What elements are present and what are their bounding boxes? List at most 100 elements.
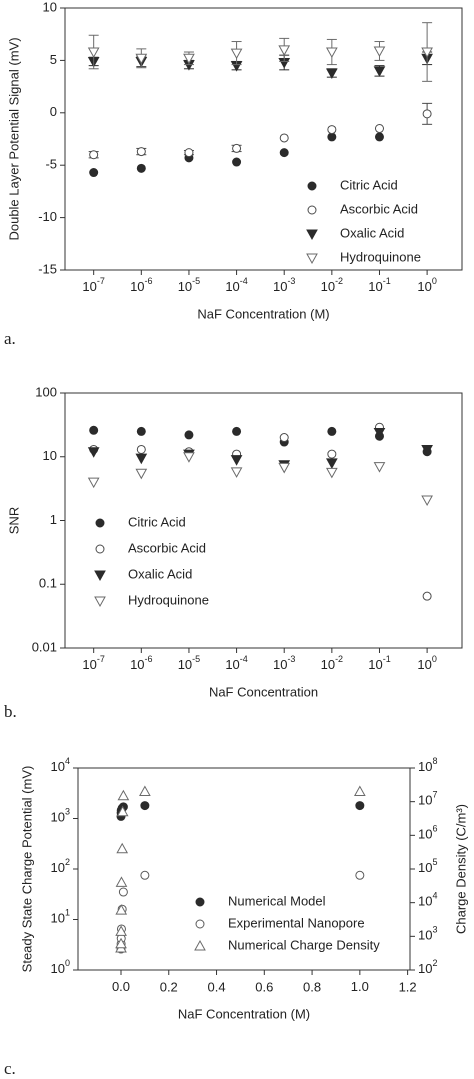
x-tick-label-base: 1.0 [351, 979, 369, 994]
x-tick-label: 10-2 [321, 654, 343, 672]
plot-frame [64, 392, 463, 649]
marker [183, 452, 195, 463]
y-tick-label: 10 [43, 0, 57, 14]
x-tick-label-exponent: -7 [97, 654, 105, 664]
x-tick-label-base: 10 [225, 279, 239, 294]
x-tick-label-base: 10 [417, 279, 431, 294]
marker [87, 477, 100, 489]
y2-tick-label: 107 [418, 790, 437, 808]
marker [373, 46, 386, 57]
y2-tick-label-base: 10 [418, 860, 432, 875]
x-tick-label-exponent: -5 [192, 654, 200, 664]
marker [184, 148, 194, 158]
x-tick-label-exponent: -3 [287, 276, 295, 286]
y2-tick-label-base: 10 [418, 928, 432, 943]
x-tick-label-base: 10 [82, 657, 96, 672]
legend-marker [194, 939, 206, 951]
marker [374, 132, 384, 142]
marker [279, 133, 289, 143]
x-tick-label-base: 10 [178, 279, 192, 294]
x-tick-label-base: 0.0 [112, 979, 130, 994]
marker [279, 433, 289, 443]
y-tick-label: 1 [50, 512, 57, 527]
x-tick-label-base: 10 [368, 279, 382, 294]
x-tick-label: 100 [417, 654, 436, 672]
marker [230, 48, 243, 60]
marker [373, 428, 386, 439]
x-tick-label: 10-6 [130, 276, 152, 294]
y-tick-label: 101 [51, 908, 70, 926]
y-tick-label: 0.01 [32, 639, 57, 654]
legend-marker [306, 229, 318, 241]
marker [135, 468, 148, 480]
x-tick-label: 1.0 [351, 979, 369, 994]
legend-label: Ascorbic Acid [128, 540, 206, 555]
y2-tick-label: 104 [418, 891, 437, 909]
marker [136, 426, 146, 436]
y2-tick-label-base: 10 [418, 793, 432, 808]
marker [232, 157, 242, 167]
marker [353, 785, 366, 797]
x-tick-label: 10-4 [225, 276, 247, 294]
marker [421, 495, 433, 506]
x-tick-label-exponent: -1 [383, 654, 391, 664]
y2-tick-label-base: 10 [418, 961, 432, 976]
y-tick-label-base: 10 [51, 759, 65, 774]
y-tick-label: -5 [45, 157, 57, 172]
legend-label: Oxalic Acid [340, 225, 404, 240]
x-tick-label-exponent: 0 [432, 276, 437, 286]
x-tick-label-exponent: -2 [335, 654, 343, 664]
x-tick-label-exponent: -6 [145, 276, 153, 286]
y-tick-label: 103 [51, 807, 70, 825]
x-tick-label: 0.2 [160, 979, 178, 994]
x-tick-label-base: 10 [321, 657, 335, 672]
x-tick-label-base: 10 [225, 657, 239, 672]
y-tick-label: 102 [51, 857, 70, 875]
x-tick-label-base: 10 [417, 657, 431, 672]
marker [278, 462, 291, 474]
x-tick-label: 100 [417, 276, 436, 294]
x-tick-label-base: 10 [321, 279, 335, 294]
y2-axis-label: Charge Density (C/m³) [453, 804, 468, 934]
marker [279, 148, 289, 158]
marker [89, 150, 99, 160]
y-axis-label: SNR [6, 507, 21, 534]
marker [183, 53, 195, 65]
marker [325, 458, 338, 469]
y-tick-label: 0.1 [39, 576, 57, 591]
marker [115, 925, 127, 936]
y2-tick-label: 106 [418, 824, 437, 842]
legend-label: Numerical Model [228, 893, 326, 908]
x-tick-label: 10-1 [368, 654, 390, 672]
y-tick-label: 100 [35, 384, 57, 399]
legend-marker [307, 181, 317, 191]
y-tick-label-base: 10 [51, 810, 65, 825]
marker [135, 53, 148, 65]
legend-marker [307, 205, 317, 215]
x-tick-label-exponent: -3 [287, 654, 295, 664]
legend-marker [95, 518, 105, 528]
marker [116, 842, 129, 854]
x-axis-label: NaF Concentration [209, 684, 318, 699]
x-tick-label: 10-3 [273, 276, 295, 294]
y2-tick-label-exponent: 2 [432, 958, 437, 968]
legend-marker [195, 897, 205, 907]
x-tick-label: 10-3 [273, 654, 295, 672]
marker [89, 425, 99, 435]
marker [327, 132, 337, 142]
x-tick-label: 10-7 [82, 654, 104, 672]
x-tick-label: 10-5 [178, 276, 200, 294]
marker [325, 47, 338, 59]
y2-tick-label: 103 [418, 925, 437, 943]
y-axis-label: Steady State Charge Potential (mV) [19, 766, 34, 973]
y2-tick-label-exponent: 8 [432, 756, 437, 766]
y-tick-label-exponent: 4 [65, 756, 70, 766]
x-tick-label-base: 10 [82, 279, 96, 294]
marker [136, 147, 146, 157]
marker [421, 444, 433, 456]
x-tick-label-base: 10 [130, 279, 144, 294]
legend-label: Experimental Nanopore [228, 915, 365, 930]
marker [118, 887, 128, 897]
marker [327, 449, 337, 459]
legend-label: Hydroquinone [128, 592, 209, 607]
